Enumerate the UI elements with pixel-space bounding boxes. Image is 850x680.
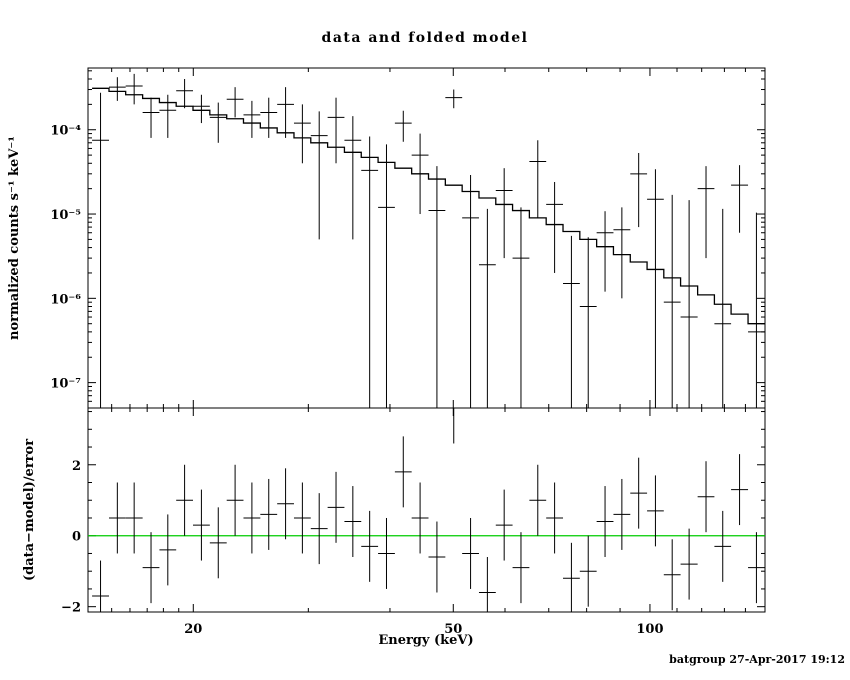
plot-title: data and folded model: [322, 30, 529, 46]
folded-model-path: [92, 87, 765, 325]
y-tick-label: 10⁻⁵: [50, 208, 81, 223]
y-tick-label: 10⁻⁷: [50, 377, 81, 392]
plot-area: 20 50 100 10⁻⁴ 10⁻⁵ 10⁻⁶ 10⁻⁷ −2 0 2: [50, 67, 766, 637]
y-tick-label: 0: [72, 530, 81, 545]
x-axis-label: Energy (keV): [378, 633, 473, 648]
bottom-panel-frame: [87, 407, 766, 613]
bottom-y-axis-label: (data−model)/error: [22, 439, 37, 581]
x-tick-label: 100: [636, 622, 663, 637]
x-tick-label: 50: [444, 622, 462, 637]
y-tick-label: 10⁻⁴: [50, 124, 81, 139]
top-panel-frame: [87, 67, 766, 409]
y-tick-label: 2: [72, 459, 81, 474]
timestamp-label: batgroup 27-Apr-2017 19:12: [669, 653, 845, 666]
y-tick-label: −2: [61, 601, 81, 616]
axes-ticks: 20 50 100 10⁻⁴ 10⁻⁵ 10⁻⁶ 10⁻⁷ −2 0 2: [50, 68, 765, 637]
top-y-axis-label: normalized counts s⁻¹ keV⁻¹: [7, 136, 22, 340]
y-tick-label: 10⁻⁶: [50, 292, 81, 307]
x-tick-label: 20: [184, 622, 202, 637]
residuals-panel: [88, 408, 765, 612]
data-points-top: [92, 73, 765, 408]
model-step-line: [92, 87, 765, 325]
